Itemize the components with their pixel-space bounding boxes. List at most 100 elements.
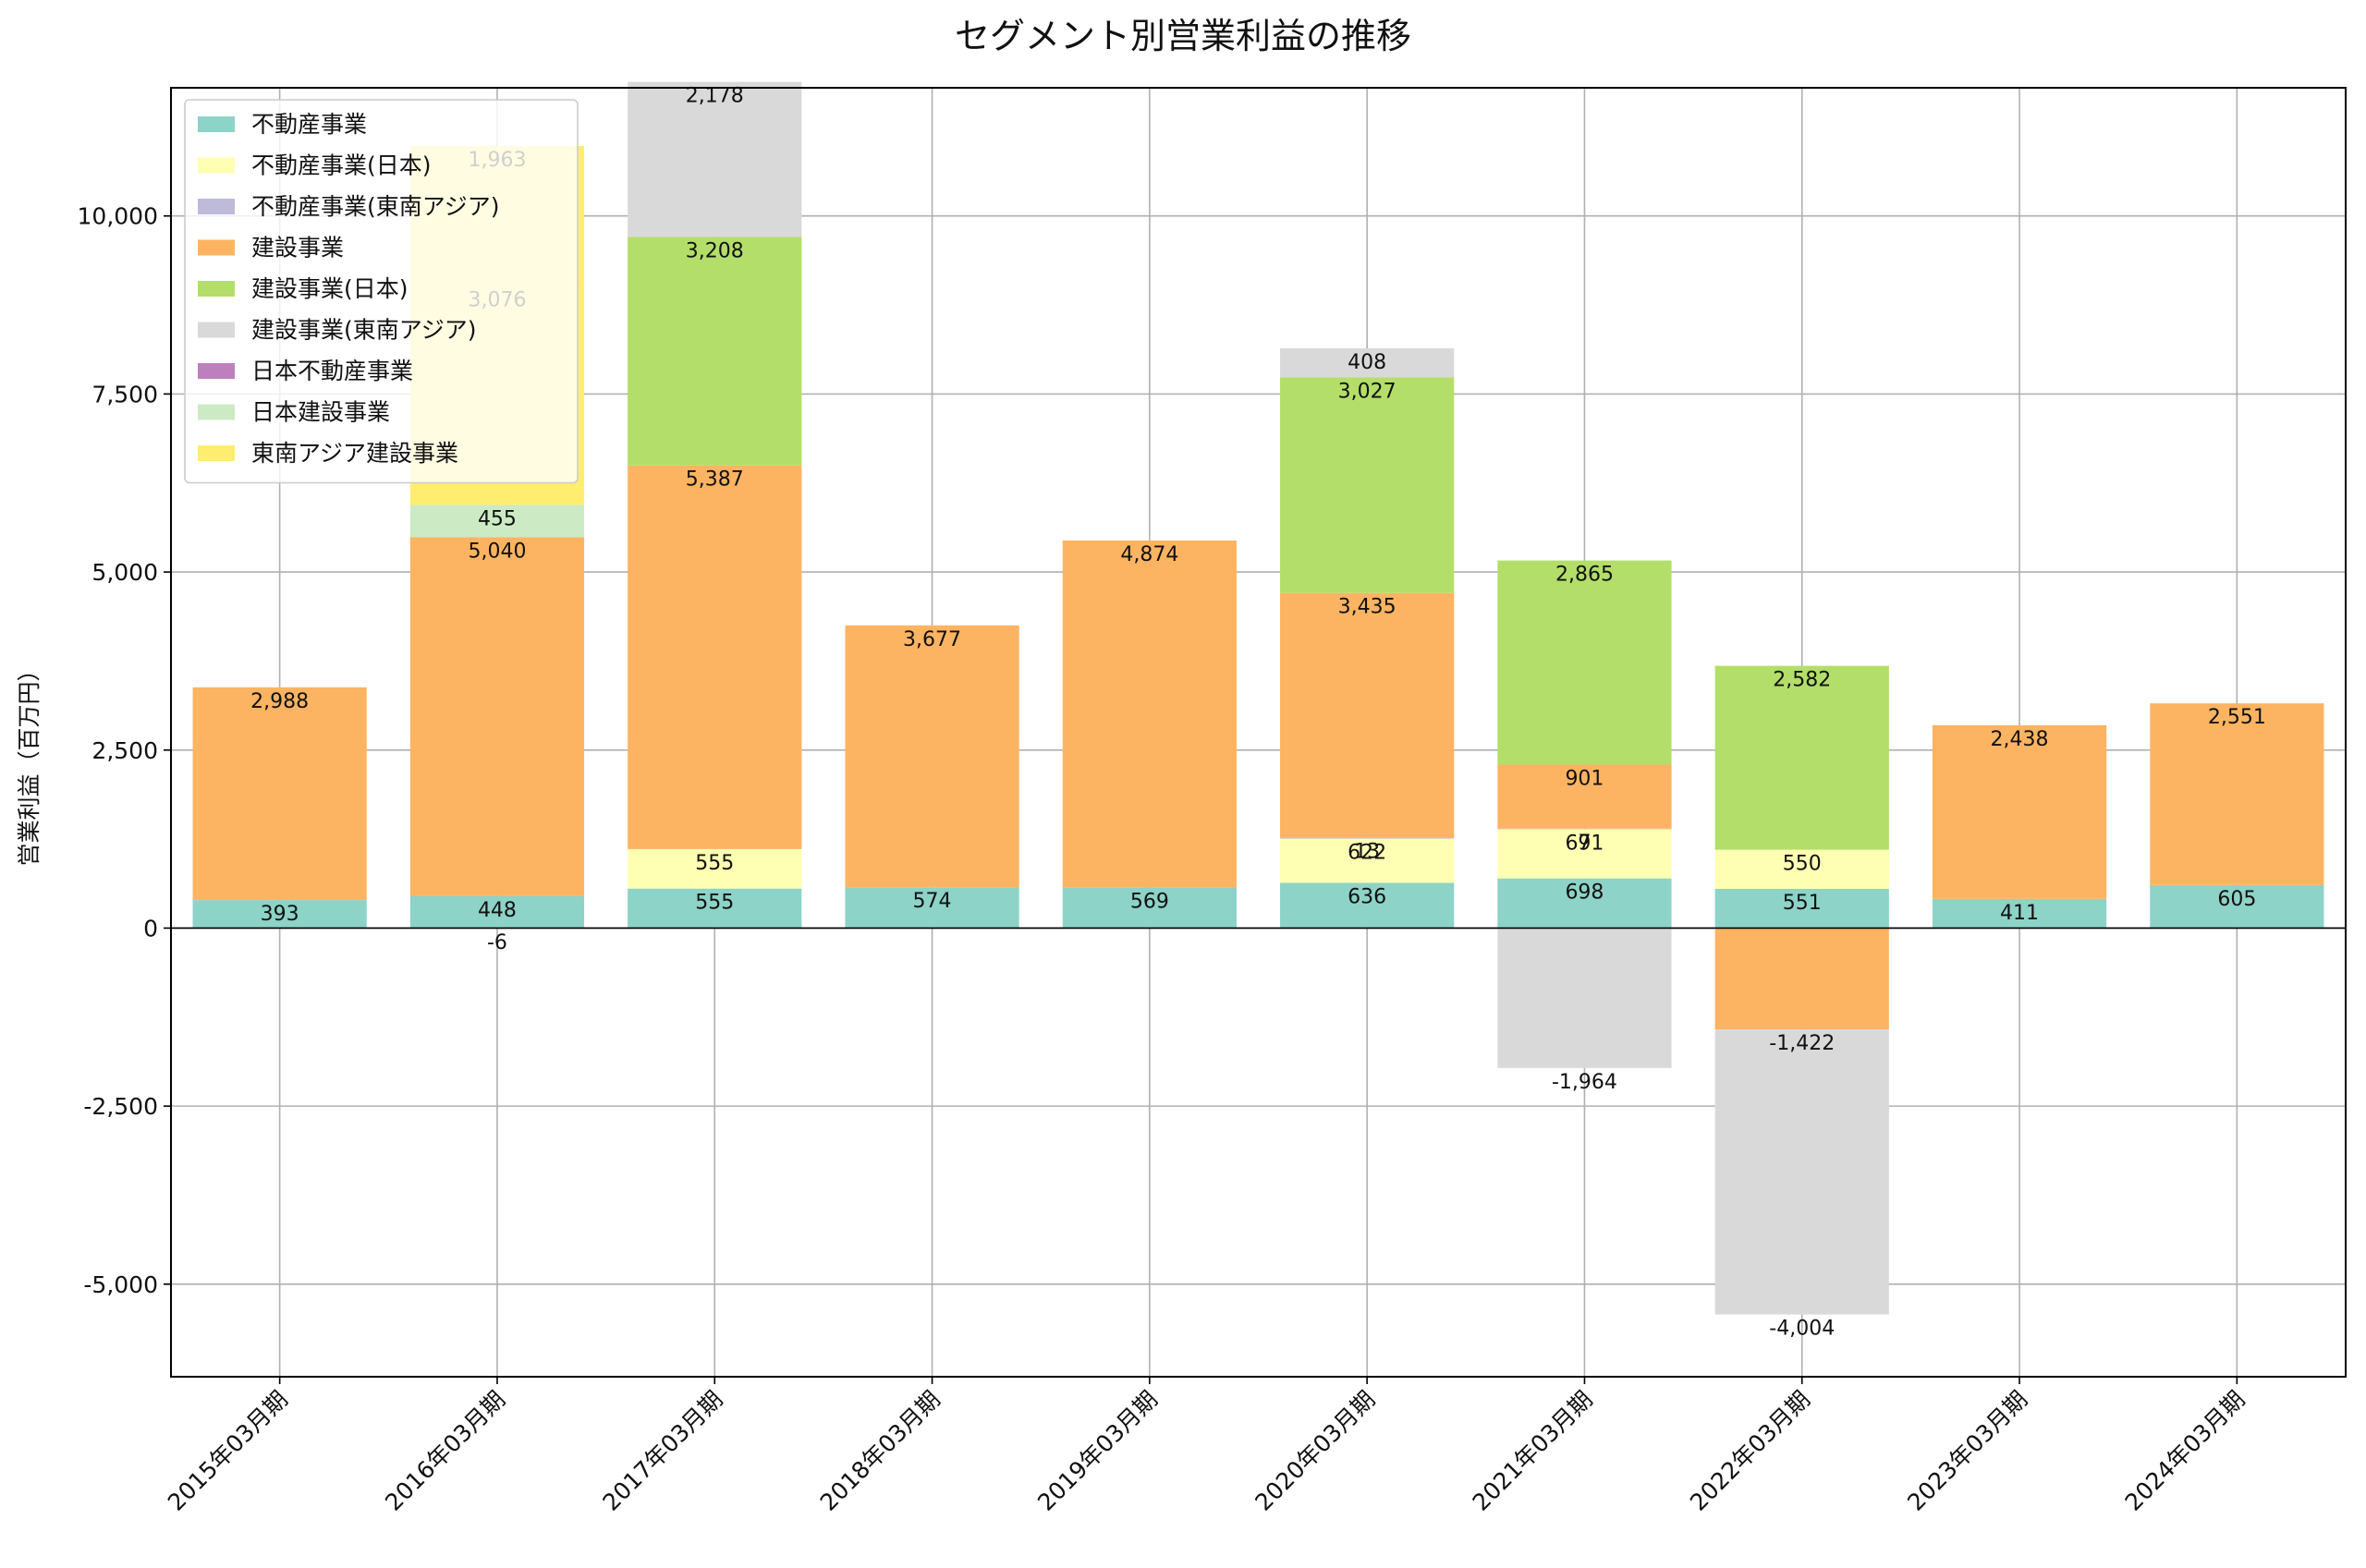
x-tick-label: 2021年03月期 xyxy=(1468,1386,1598,1516)
bar-segment xyxy=(1497,829,1672,879)
bar-segment xyxy=(628,888,802,929)
legend-swatch xyxy=(198,404,235,420)
legend-swatch xyxy=(198,445,235,461)
bar-segment xyxy=(1714,928,1889,1030)
data-label: -4,004 xyxy=(1769,1318,1835,1341)
data-label: -1,422 xyxy=(1769,1032,1835,1055)
legend-label: 不動産事業 xyxy=(251,111,367,138)
bar-segment xyxy=(2150,884,2324,929)
data-label: 2,582 xyxy=(1773,669,1831,692)
y-tick-label: 10,000 xyxy=(78,203,158,230)
bar-segment xyxy=(1714,1029,1889,1315)
bar-segment xyxy=(192,900,367,929)
chart-title: セグメント別営業利益の推移 xyxy=(955,16,1411,56)
bar-segment xyxy=(628,237,802,466)
y-tick-label: 2,500 xyxy=(91,737,158,764)
data-label: 411 xyxy=(2000,902,2039,925)
data-label: 550 xyxy=(1783,853,1822,876)
legend-label: 建設事業(日本) xyxy=(251,275,409,302)
bar-segment xyxy=(1714,849,1889,889)
bar-segment xyxy=(1714,888,1889,929)
bar-segment xyxy=(1280,882,1455,929)
data-label: 698 xyxy=(1565,881,1604,905)
legend-box xyxy=(184,99,579,484)
data-label: 636 xyxy=(1348,885,1386,908)
x-tick-label: 2024年03月期 xyxy=(2120,1386,2250,1516)
data-label: 901 xyxy=(1565,767,1604,790)
legend-label: 不動産事業(東南アジア) xyxy=(251,193,500,220)
y-axis-label: 営業利益（百万円） xyxy=(16,658,43,866)
bar-segment xyxy=(1280,348,1455,378)
legend-swatch xyxy=(198,363,235,379)
bar-segment xyxy=(409,504,585,538)
data-label: 569 xyxy=(1130,891,1169,914)
legend-label: 日本不動産事業 xyxy=(251,358,413,384)
data-label: 551 xyxy=(1783,892,1822,915)
data-label: -6 xyxy=(487,931,507,954)
bar-segment xyxy=(1497,828,1672,830)
x-tick-label: 2022年03月期 xyxy=(1685,1386,1815,1516)
data-label: 555 xyxy=(695,892,734,915)
x-tick-label: 2018年03月期 xyxy=(815,1386,945,1516)
data-label: 3,435 xyxy=(1338,596,1396,619)
legend-label: 東南アジア建設事業 xyxy=(251,440,458,467)
x-tick-label: 2016年03月期 xyxy=(380,1386,510,1516)
bar-segment xyxy=(1062,887,1237,929)
bar-segment xyxy=(628,465,802,849)
data-label: 622 xyxy=(1348,841,1386,864)
data-label: -1,964 xyxy=(1552,1071,1617,1094)
legend-swatch xyxy=(198,239,235,256)
legend-label: 建設事業(東南アジア) xyxy=(251,317,477,344)
y-tick-label: -5,000 xyxy=(83,1271,158,1298)
data-label: 574 xyxy=(913,890,952,913)
legend-swatch xyxy=(198,199,235,214)
y-tick-label: 7,500 xyxy=(91,381,158,407)
data-label: 5,040 xyxy=(468,540,526,563)
bar-segment xyxy=(1280,837,1455,839)
x-tick-label: 2015年03月期 xyxy=(163,1386,293,1516)
data-label: 605 xyxy=(2217,888,2256,911)
data-label: 2,438 xyxy=(1991,728,2049,751)
data-label: 4,874 xyxy=(1120,543,1178,566)
legend-swatch xyxy=(198,116,235,132)
data-label: 3,027 xyxy=(1338,380,1396,403)
bar-segment xyxy=(409,895,585,929)
legend-swatch xyxy=(198,157,235,174)
bar-segment xyxy=(1497,764,1672,829)
bar-segment xyxy=(1497,928,1672,1068)
y-tick-label: -2,500 xyxy=(83,1093,158,1120)
data-label: 2,551 xyxy=(2208,706,2266,729)
bar-segment xyxy=(1280,377,1455,593)
x-tick-label: 2019年03月期 xyxy=(1032,1386,1163,1516)
legend-label: 不動産事業(日本) xyxy=(251,152,432,179)
data-label: 408 xyxy=(1348,351,1386,374)
data-label: 555 xyxy=(695,852,734,875)
bar-segment xyxy=(409,537,585,896)
y-tick-label: 0 xyxy=(143,915,158,942)
data-label: 691 xyxy=(1565,832,1604,855)
data-label: 393 xyxy=(261,903,299,926)
bar-segment xyxy=(1062,540,1237,888)
x-tick-label: 2020年03月期 xyxy=(1250,1386,1380,1516)
bar-segment xyxy=(1932,724,2107,899)
legend-label: 建設事業 xyxy=(251,235,344,261)
plot-frame xyxy=(170,87,2347,1378)
bar-segment xyxy=(1932,898,2107,929)
bar-segment xyxy=(628,848,802,889)
data-label: 2,988 xyxy=(250,690,309,713)
bar-segment xyxy=(845,887,1019,929)
y-tick-label: 5,000 xyxy=(91,559,158,586)
legend-swatch xyxy=(198,281,235,297)
x-tick-label: 2017年03月期 xyxy=(597,1386,727,1516)
bar-segment xyxy=(1497,560,1672,765)
data-label: 3,208 xyxy=(686,239,744,262)
data-label: 455 xyxy=(478,507,517,530)
bar-segment xyxy=(1497,878,1672,929)
bar-segment xyxy=(1280,838,1455,883)
data-label: 448 xyxy=(478,899,517,922)
data-label: 3,677 xyxy=(903,628,961,651)
bar-segment xyxy=(845,625,1019,888)
legend-swatch xyxy=(198,322,235,338)
